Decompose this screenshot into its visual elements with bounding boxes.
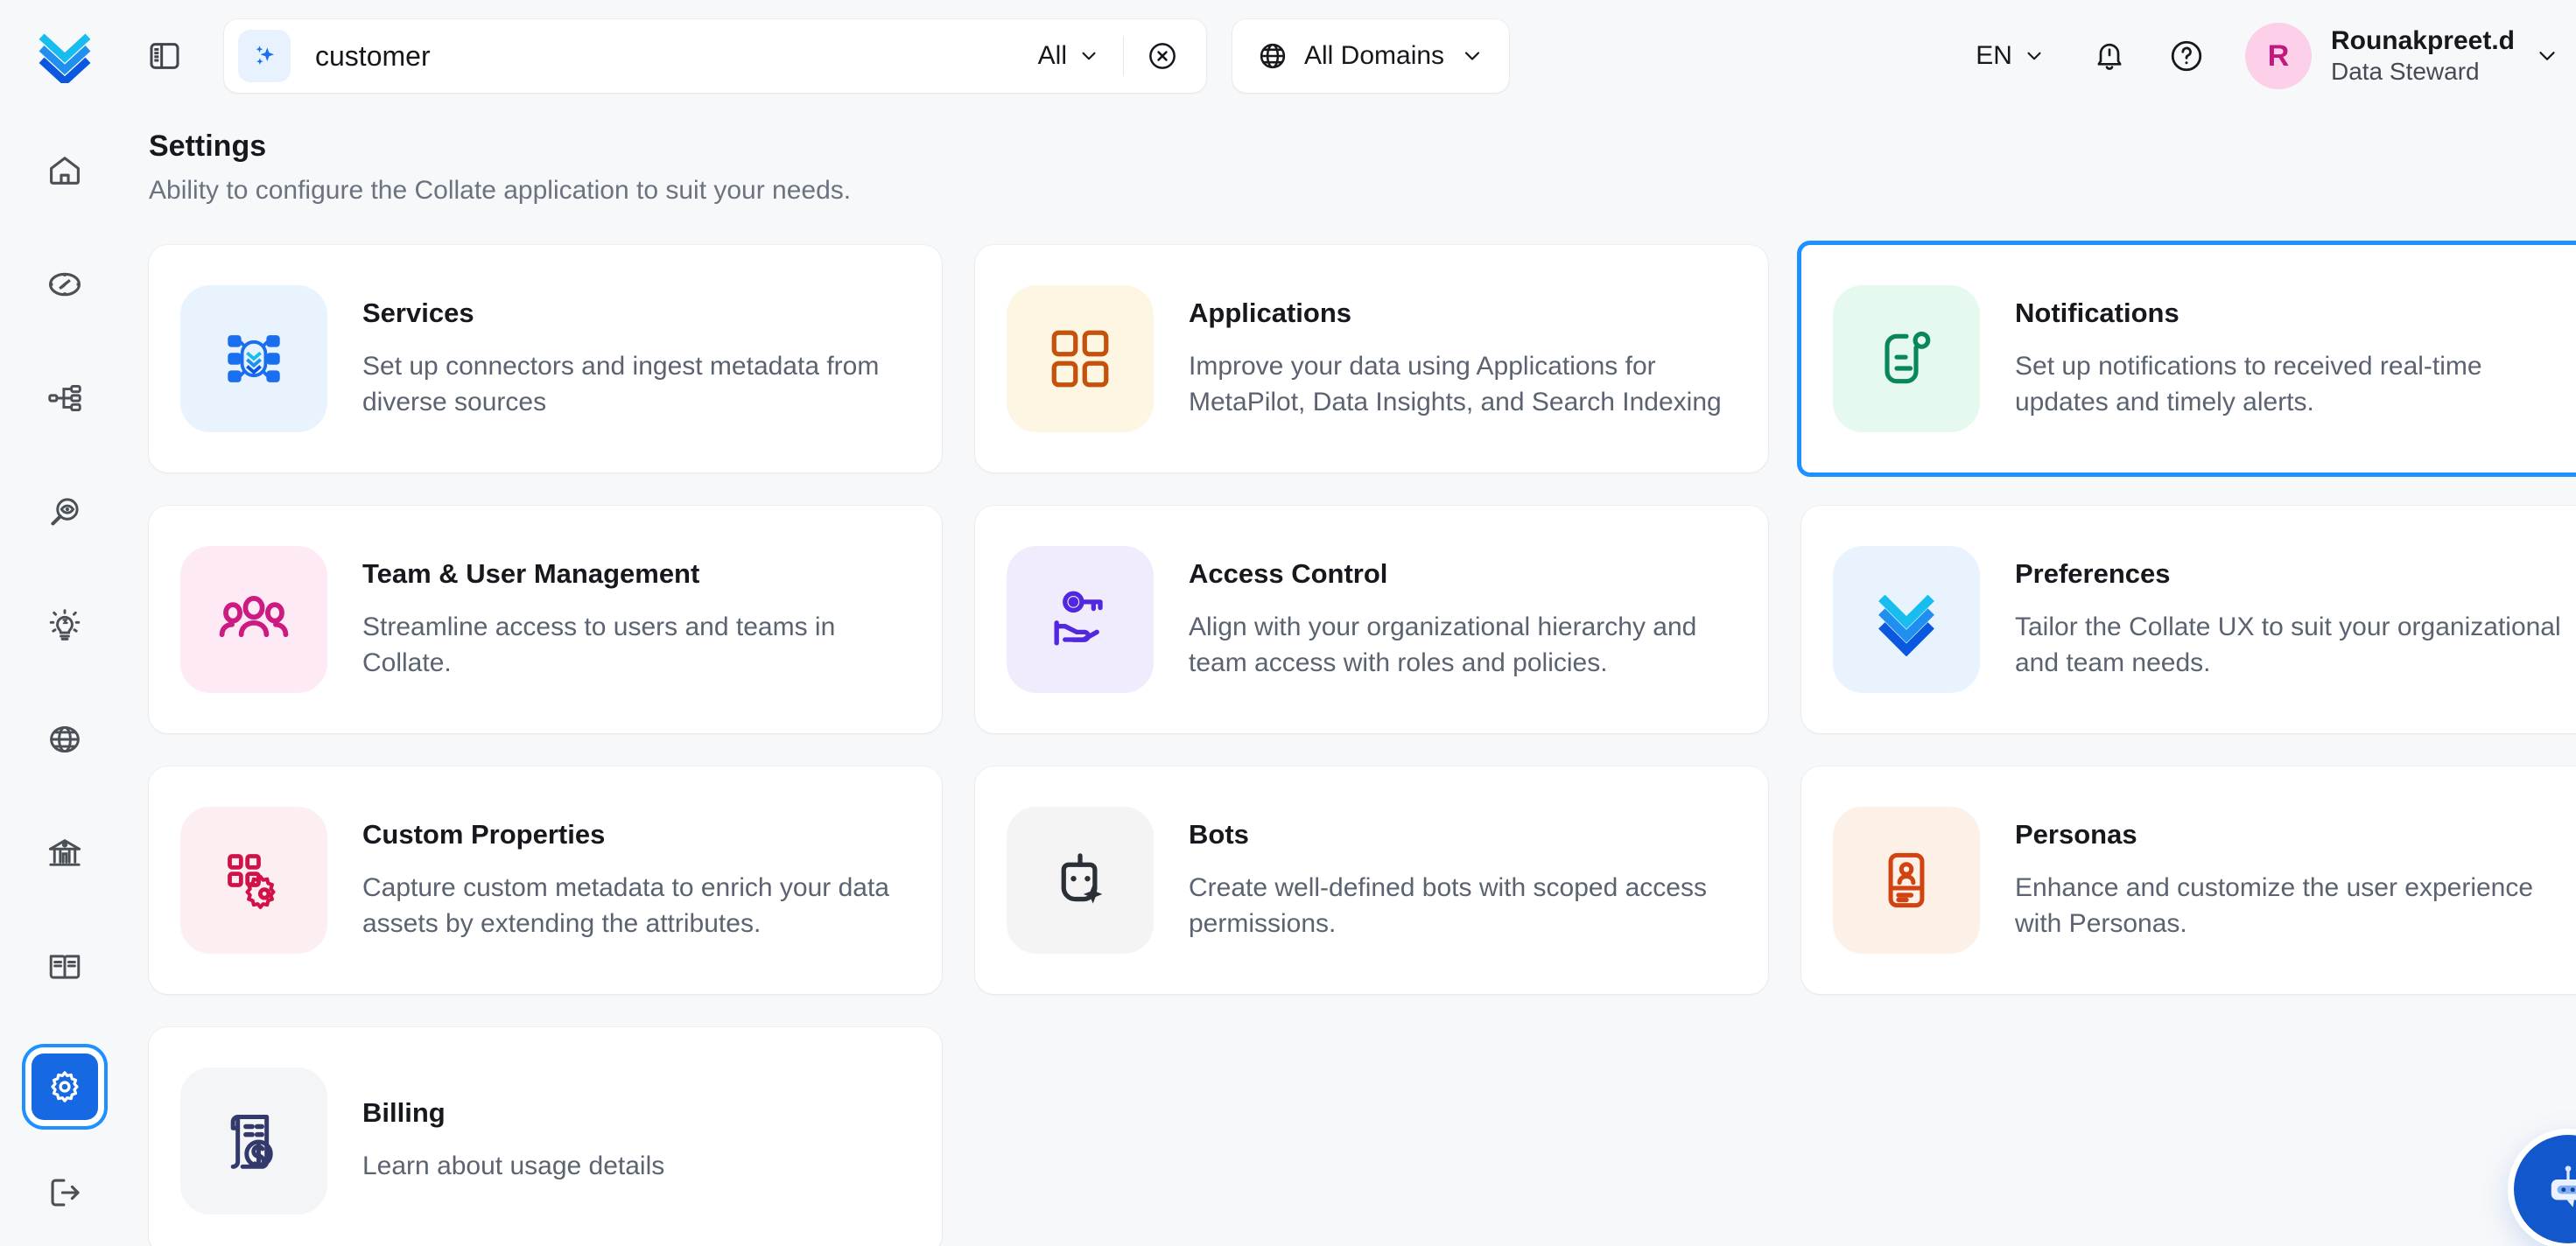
help-question-icon (2171, 40, 2202, 72)
settings-card-applications[interactable]: Applications Improve your data using App… (975, 245, 1768, 472)
properties-gear-grid-icon (180, 807, 327, 954)
language-selector[interactable]: EN (1956, 32, 2065, 80)
ai-sparkle-icon[interactable] (238, 30, 291, 82)
app-header: All All Domains EN (0, 0, 2576, 112)
user-menu[interactable]: Rounakpreet.d Data Steward (2331, 25, 2515, 88)
sidebar-item-govern[interactable] (31, 819, 99, 887)
header-right-actions: EN R Rounakpreet.d Data Steward (1956, 0, 2576, 112)
chevron-down-icon (1082, 52, 1096, 60)
bell-icon (2097, 43, 2122, 70)
card-description: Set up notifications to received real-ti… (2015, 351, 2482, 416)
settings-card-access-control[interactable]: Access Control Align with your organizat… (975, 506, 1768, 733)
collate-logo[interactable] (0, 0, 130, 112)
settings-card-personas[interactable]: Personas Enhance and customize the user … (1801, 766, 2576, 994)
card-title: Personas (2015, 818, 2137, 850)
divider (1123, 36, 1124, 76)
sidebar-item-domains[interactable] (31, 705, 99, 774)
language-label: EN (1976, 41, 2012, 70)
card-title: Team & User Management (362, 557, 700, 589)
global-search-bar[interactable]: All (224, 19, 1206, 93)
user-menu-caret[interactable] (2534, 43, 2560, 69)
settings-card-grid: Services Set up connectors and ingest me… (149, 245, 2576, 1246)
card-description: Create well-defined bots with scoped acc… (1189, 872, 1707, 938)
card-title: Preferences (2015, 557, 2171, 589)
card-description: Enhance and customize the user experienc… (2015, 872, 2534, 938)
compass-icon (48, 272, 81, 297)
search-input[interactable] (315, 39, 1038, 73)
logout-arrow-icon (51, 1179, 80, 1207)
clear-circle-x-icon[interactable] (1134, 28, 1190, 84)
settings-card-bots[interactable]: Bots Create well-defined bots with scope… (975, 766, 1768, 994)
notifications-button[interactable] (2077, 24, 2142, 88)
sidebar-item-home[interactable] (31, 136, 99, 205)
open-book-icon (49, 955, 81, 979)
lightbulb-bolt-icon (49, 609, 81, 640)
key-hand-icon (1007, 546, 1154, 693)
sidebar-item-settings[interactable] (32, 1054, 98, 1120)
settings-card-notifications[interactable]: Notifications Set up notifications to re… (1801, 245, 2576, 472)
avatar[interactable]: R (2244, 23, 2312, 89)
settings-card-billing[interactable]: Billing Learn about usage details (149, 1027, 942, 1246)
sidebar-item-insights[interactable] (31, 592, 99, 660)
settings-card-services[interactable]: Services Set up connectors and ingest me… (149, 245, 942, 472)
settings-card-preferences[interactable]: Preferences Tailor the Collate UX to sui… (1801, 506, 2576, 733)
card-description: Streamline access to users and teams in … (362, 612, 836, 677)
bot-face-icon (1007, 807, 1154, 954)
user-name: Rounakpreet.d (2330, 25, 2515, 55)
settings-card-custom-properties[interactable]: Custom Properties Capture custom metadat… (149, 766, 942, 994)
notification-document-icon (1833, 285, 1980, 432)
collate-chevrons-icon (1833, 546, 1980, 693)
settings-card-team-user-management[interactable]: Team & User Management Streamline access… (149, 506, 942, 733)
bank-icon (49, 839, 81, 866)
card-title: Notifications (2015, 297, 2179, 328)
settings-page: Settings Ability to configure the Collat… (130, 112, 2576, 1246)
sidebar-item-glossary[interactable] (31, 933, 99, 1001)
applications-grid-icon (1007, 285, 1154, 432)
chat-bot-icon (2551, 1166, 2576, 1208)
sidebar-item-lineage[interactable] (31, 364, 99, 432)
card-title: Access Control (1189, 557, 1388, 589)
search-scope-label: All (1037, 41, 1067, 70)
card-title: Billing (362, 1097, 446, 1129)
globe-icon (1260, 43, 1286, 69)
hierarchy-icon (48, 384, 81, 412)
card-description: Set up connectors and ingest metadata fr… (362, 351, 880, 416)
card-description: Tailor the Collate UX to suit your organ… (2015, 612, 2561, 677)
users-group-icon (180, 546, 327, 693)
search-scope-dropdown[interactable]: All (1038, 41, 1123, 71)
sidebar-item-logout[interactable] (31, 1158, 99, 1227)
magnifier-eye-icon (51, 498, 79, 526)
card-title: Applications (1189, 297, 1352, 328)
card-description: Learn about usage details (362, 1152, 665, 1181)
help-button[interactable] (2154, 24, 2219, 88)
page-title: Settings (149, 130, 267, 163)
chevron-down-icon (2539, 52, 2555, 60)
card-description: Align with your organizational hierarchy… (1189, 612, 1697, 677)
left-sidebar (0, 112, 130, 1246)
sidebar-item-observability[interactable] (31, 478, 99, 546)
billing-receipt-icon (180, 1068, 327, 1214)
card-description: Capture custom metadata to enrich your d… (362, 872, 889, 938)
card-title: Services (362, 297, 474, 328)
card-title: Custom Properties (362, 818, 606, 850)
sidebar-panel-toggle-icon[interactable] (137, 28, 193, 84)
sidebar-item-explore[interactable] (31, 250, 99, 318)
home-icon (50, 157, 80, 185)
globe-icon (50, 725, 80, 753)
domain-filter-dropdown[interactable]: All Domains (1232, 19, 1510, 93)
chevron-down-icon (2027, 52, 2041, 60)
user-role: Data Steward (2330, 58, 2480, 86)
page-subtitle: Ability to configure the Collate applica… (149, 176, 852, 205)
services-node-icon (180, 285, 327, 432)
chevron-down-icon (1464, 52, 1480, 60)
gear-icon (51, 1071, 79, 1102)
persona-badge-icon (1833, 807, 1980, 954)
domain-filter-label: All Domains (1304, 41, 1445, 70)
card-title: Bots (1189, 818, 1249, 850)
card-description: Improve your data using Applications for… (1189, 351, 1722, 416)
